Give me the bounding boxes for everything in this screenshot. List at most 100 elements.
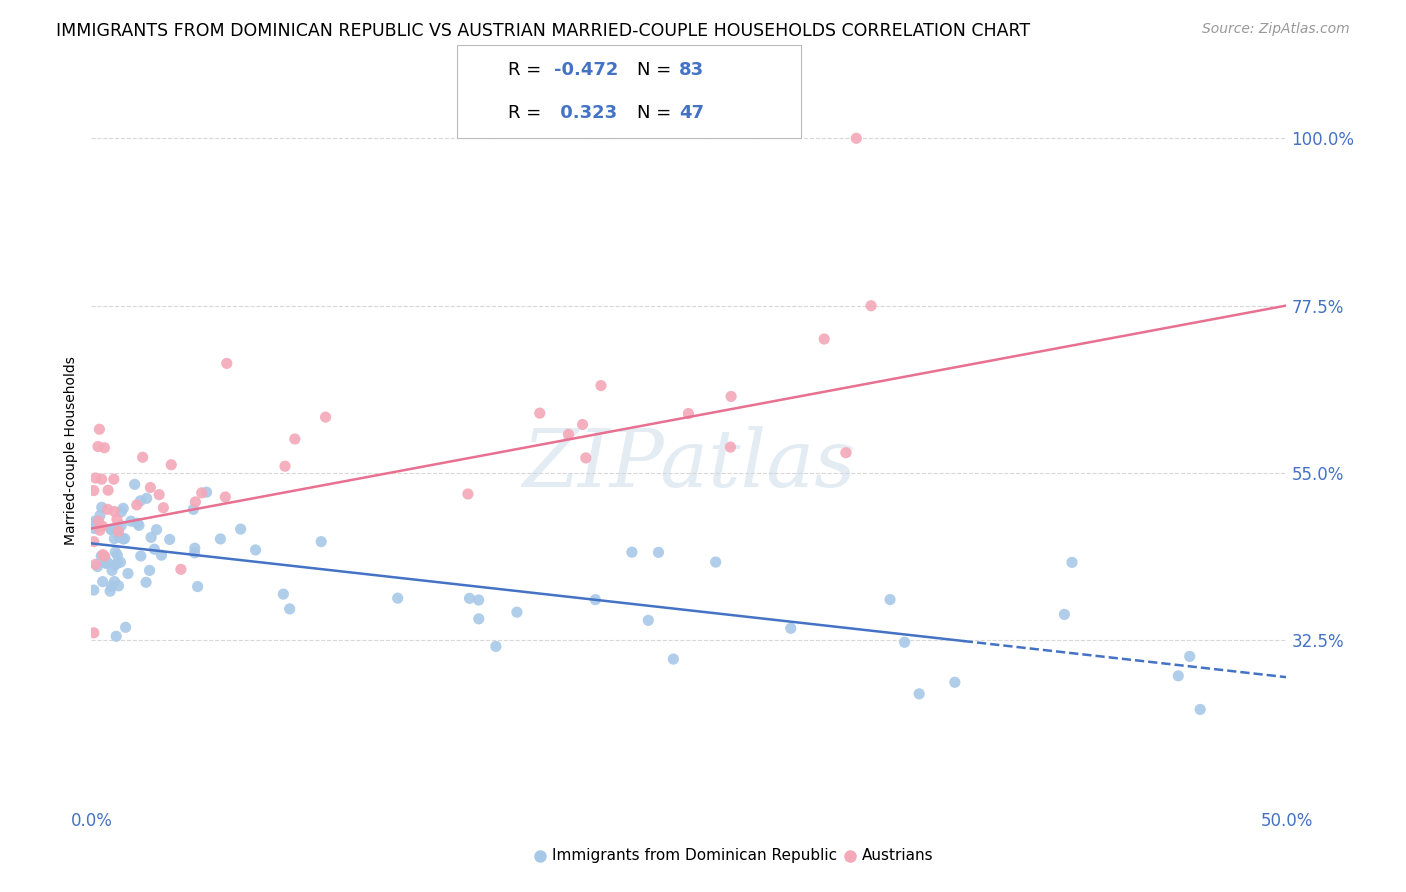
Point xyxy=(98,584,121,599)
Point xyxy=(620,545,643,559)
Text: N =: N = xyxy=(637,104,676,122)
Point xyxy=(89,422,111,436)
Point xyxy=(835,446,858,460)
Point xyxy=(103,532,125,546)
Point xyxy=(83,583,105,598)
Point xyxy=(152,500,174,515)
Point xyxy=(129,549,152,563)
Text: 47: 47 xyxy=(679,104,704,122)
Point xyxy=(813,332,835,346)
Point xyxy=(150,548,173,562)
Point xyxy=(83,514,105,528)
Point xyxy=(637,613,659,627)
Point xyxy=(571,417,593,432)
Point xyxy=(779,621,801,635)
Point xyxy=(229,522,252,536)
Point xyxy=(135,575,157,590)
Point xyxy=(104,558,127,572)
Point xyxy=(101,563,124,577)
Point xyxy=(315,410,337,425)
Point xyxy=(97,556,120,570)
Text: Source: ZipAtlas.com: Source: ZipAtlas.com xyxy=(1202,22,1350,37)
Point xyxy=(84,471,107,485)
Point xyxy=(103,504,125,518)
Y-axis label: Married-couple Households: Married-couple Households xyxy=(65,356,79,545)
Point xyxy=(105,512,128,526)
Point xyxy=(112,532,135,546)
Point xyxy=(104,545,127,559)
Point xyxy=(94,556,117,570)
Point xyxy=(83,534,105,549)
Point xyxy=(143,542,166,557)
Point xyxy=(183,546,205,560)
Point xyxy=(135,491,157,506)
Point xyxy=(893,635,915,649)
Point xyxy=(96,502,118,516)
Point xyxy=(90,549,112,563)
Point xyxy=(93,549,115,564)
Point xyxy=(184,541,207,556)
Point xyxy=(83,625,105,640)
Text: R =: R = xyxy=(508,61,547,78)
Point xyxy=(87,440,110,454)
Point xyxy=(181,502,204,516)
Point xyxy=(107,524,129,539)
Point xyxy=(107,579,129,593)
Point xyxy=(1178,649,1201,664)
Point xyxy=(215,356,238,370)
Text: N =: N = xyxy=(637,61,676,78)
Point xyxy=(195,485,218,500)
Point xyxy=(138,563,160,577)
Point xyxy=(112,501,135,516)
Point xyxy=(105,548,128,562)
Point xyxy=(678,407,700,421)
Point xyxy=(120,514,142,528)
Text: ZIPatlas: ZIPatlas xyxy=(522,426,856,503)
Point xyxy=(557,427,579,442)
Point xyxy=(1060,555,1083,569)
Point xyxy=(720,440,742,454)
Point xyxy=(110,555,132,569)
Point xyxy=(309,534,332,549)
Point xyxy=(647,545,669,559)
Point xyxy=(662,652,685,666)
Point xyxy=(107,523,129,537)
Point xyxy=(93,441,115,455)
Point xyxy=(94,557,117,571)
Point xyxy=(506,605,529,619)
Text: -0.472: -0.472 xyxy=(554,61,619,78)
Point xyxy=(127,516,149,531)
Point xyxy=(209,532,232,546)
Point xyxy=(190,486,212,500)
Point xyxy=(145,523,167,537)
Point xyxy=(170,562,193,576)
Point xyxy=(105,556,128,570)
Point xyxy=(103,472,125,486)
Point xyxy=(575,450,598,465)
Point xyxy=(879,592,901,607)
Point xyxy=(1053,607,1076,622)
Point xyxy=(83,483,105,498)
Point xyxy=(245,543,267,558)
Point xyxy=(91,548,114,562)
Point xyxy=(159,533,181,547)
Point xyxy=(94,550,117,565)
Text: 83: 83 xyxy=(679,61,704,78)
Point xyxy=(103,574,125,589)
Text: R =: R = xyxy=(508,104,547,122)
Point xyxy=(457,487,479,501)
Text: IMMIGRANTS FROM DOMINICAN REPUBLIC VS AUSTRIAN MARRIED-COUPLE HOUSEHOLDS CORRELA: IMMIGRANTS FROM DOMINICAN REPUBLIC VS AU… xyxy=(56,22,1031,40)
Point xyxy=(84,558,107,572)
Point xyxy=(187,580,209,594)
Point xyxy=(184,495,207,509)
Point xyxy=(124,477,146,491)
Point xyxy=(139,481,162,495)
Point xyxy=(458,591,481,606)
Point xyxy=(589,378,612,392)
Point xyxy=(278,602,301,616)
Text: Austrians: Austrians xyxy=(862,848,934,863)
Point xyxy=(100,523,122,537)
Point xyxy=(468,612,491,626)
Point xyxy=(105,629,128,643)
Text: Immigrants from Dominican Republic: Immigrants from Dominican Republic xyxy=(551,848,837,863)
